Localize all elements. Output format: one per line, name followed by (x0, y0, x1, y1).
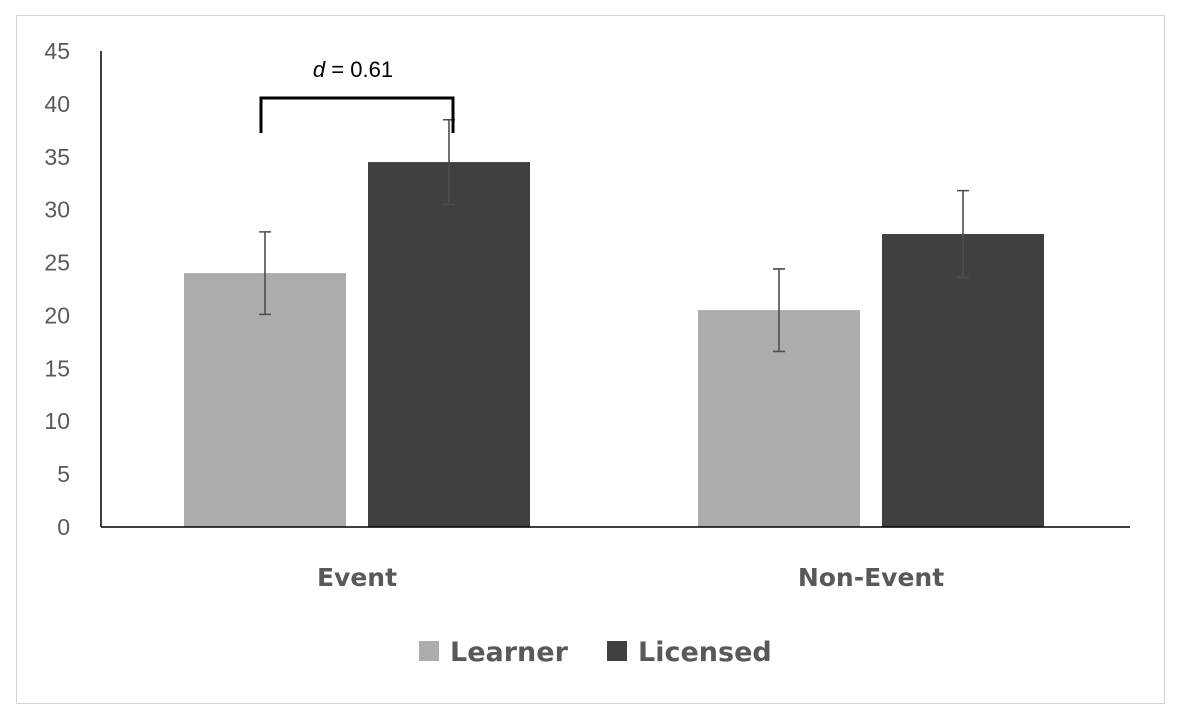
y-tick-label: 25 (44, 250, 70, 276)
bar-learner-event (184, 273, 346, 527)
legend: Learner Licensed (419, 637, 772, 668)
y-tick-label: 30 (44, 197, 70, 223)
significance-annotation: d = 0.61 (259, 57, 455, 133)
category-labels: Event Non-Event (317, 563, 944, 592)
y-tick-label: 15 (44, 355, 70, 381)
y-tick-label: 0 (57, 514, 70, 540)
y-tick-label: 40 (44, 91, 70, 117)
y-tick-label: 5 (57, 461, 70, 487)
legend-swatch-licensed (607, 641, 627, 661)
legend-label-licensed: Licensed (638, 637, 772, 668)
significance-bracket (259, 96, 455, 133)
error-bar-learner-non-event (773, 268, 785, 353)
x-category-label: Non-Event (798, 563, 944, 592)
legend-label-learner: Learner (450, 637, 569, 668)
effect-size-symbol: d (313, 57, 326, 82)
effect-size-label: d = 0.61 (313, 57, 393, 82)
y-tick-label: 45 (44, 38, 70, 64)
bar-licensed-event (368, 162, 530, 528)
bars (184, 162, 1044, 528)
x-category-label: Event (317, 563, 397, 592)
y-tick-label: 20 (44, 302, 70, 328)
bar-licensed-non-event (882, 233, 1044, 528)
effect-size-value: = 0.61 (325, 57, 393, 82)
error-bar-licensed-non-event (957, 189, 969, 279)
y-tick-label: 10 (44, 408, 70, 434)
y-tick-label: 35 (44, 144, 70, 170)
y-axis-ticks: 0 5 10 15 20 25 30 35 40 45 (44, 38, 70, 540)
error-bar-learner-event (259, 231, 271, 316)
error-bars (259, 118, 969, 353)
legend-swatch-learner (419, 641, 439, 661)
